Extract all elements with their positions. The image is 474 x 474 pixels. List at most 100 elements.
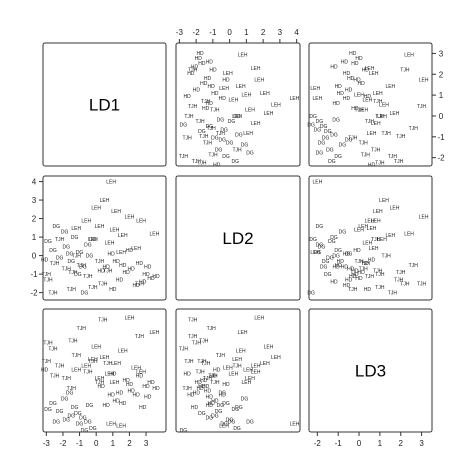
panel-frame-r2-c2 xyxy=(175,175,301,301)
tick-label-ld1-bottom-1: 1 xyxy=(111,439,116,448)
point-r1c2-57: TJH xyxy=(195,119,205,125)
point-r1c3-61: TJH xyxy=(400,68,410,74)
point-r2c3-59: TJH xyxy=(354,259,364,265)
point-r1c2-59: TJH xyxy=(210,107,220,113)
tick-label-ld1-bottom--2: -2 xyxy=(59,439,67,448)
point-r2c1-63: TJH xyxy=(67,287,77,293)
point-r3c2-65: TJH xyxy=(197,359,207,365)
point-r3c2-55: TJH xyxy=(203,376,213,382)
point-r1c2-62: TJH xyxy=(208,152,218,158)
point-r1c2-49: LEH xyxy=(243,131,253,137)
point-r2c1-11: HD xyxy=(103,265,111,271)
point-r1c2-56: TJH xyxy=(232,147,242,153)
tick-label-ld2-left--2: -2 xyxy=(30,289,38,298)
point-r2c3-46: LEH xyxy=(369,246,379,252)
point-r3c1-52: TJH xyxy=(68,338,78,344)
point-r1c3-16: HD xyxy=(368,162,376,168)
point-r1c3-31: DG xyxy=(316,151,324,157)
point-r1c3-64: TJH xyxy=(373,99,383,105)
point-r3c1-2: HD xyxy=(127,388,135,394)
point-r2c3-62: TJH xyxy=(361,261,371,267)
point-r1c2-21: DG xyxy=(215,147,223,153)
point-r2c1-46: LEH xyxy=(131,246,141,252)
panel-frame-r1-c1 xyxy=(42,42,167,167)
point-r2c1-48: LEH xyxy=(116,250,126,256)
point-r1c3-17: HD xyxy=(364,94,372,100)
point-r3c2-18: DG xyxy=(211,413,219,419)
point-r1c2-15: HD xyxy=(206,59,214,65)
point-r1c3-55: TJH xyxy=(359,141,369,147)
point-r2c3-38: LEH xyxy=(358,224,368,230)
point-r1c2-17: HD xyxy=(183,94,191,100)
point-r3c1-35: LEH xyxy=(100,355,110,361)
point-r3c2-1: HD xyxy=(195,380,203,386)
tick-label-ld3-bottom-3: 3 xyxy=(419,439,424,448)
point-r1c2-18: DG xyxy=(211,136,219,142)
point-r2c1-25: DG xyxy=(79,265,87,271)
point-r1c2-31: DG xyxy=(246,151,254,157)
point-r2c3-43: LEH xyxy=(419,215,429,221)
point-r2c1-10: HD xyxy=(122,270,130,276)
point-r2c3-23: DG xyxy=(330,235,338,241)
point-r3c1-23: DG xyxy=(71,405,79,411)
point-r3c2-0: HD xyxy=(198,384,206,390)
point-r1c3-14: HD xyxy=(351,106,359,112)
point-r2c3-13: HD xyxy=(345,278,353,284)
point-r2c1-18: DG xyxy=(68,259,76,265)
point-r1c3-60: TJH xyxy=(375,114,385,120)
point-r2c1-55: TJH xyxy=(62,267,72,273)
point-r1c3-10: HD xyxy=(358,81,366,87)
point-r1c3-35: LEH xyxy=(379,103,389,109)
point-r3c2-31: DG xyxy=(246,420,254,426)
panel-frame-r1-c2 xyxy=(175,42,301,167)
point-r1c2-35: LEH xyxy=(271,103,281,109)
point-r3c1-36: LEH xyxy=(111,361,121,367)
point-r2c1-16: HD xyxy=(41,257,49,263)
point-r3c1-63: TJH xyxy=(67,386,77,392)
point-r2c1-45: LEH xyxy=(110,228,120,234)
point-r3c2-23: DG xyxy=(235,405,243,411)
point-r1c3-54: TJH xyxy=(417,104,427,110)
point-r1c2-27: DG xyxy=(233,114,241,120)
point-r3c1-6: HD xyxy=(139,405,147,411)
point-r3c1-30: DG xyxy=(86,403,94,409)
point-r3c1-3: HD xyxy=(132,392,140,398)
tick-label-ld3-bottom--1: -1 xyxy=(335,439,343,448)
point-r3c2-56: TJH xyxy=(232,363,242,369)
point-r3c2-6: HD xyxy=(191,405,199,411)
point-r2c3-9: HD xyxy=(353,248,361,254)
point-r1c2-53: TJH xyxy=(207,126,217,132)
point-r3c1-39: LEH xyxy=(118,349,128,355)
diagonal-labels: LD1 LD2 LD3 xyxy=(89,96,386,381)
point-r2c3-4: HD xyxy=(335,263,343,269)
point-r3c1-8: HD xyxy=(108,392,116,398)
point-r3c2-44: LEH xyxy=(232,357,242,363)
point-r1c2-9: HD xyxy=(222,78,230,84)
panel-frame-r3-c1 xyxy=(42,308,167,433)
tick-label-ld3-right--1: -1 xyxy=(437,133,445,142)
point-r1c2-16: HD xyxy=(213,162,221,168)
point-r3c2-9: HD xyxy=(222,382,230,388)
point-r2c3-31: DG xyxy=(316,224,324,230)
tick-label-ld3-right-0: 0 xyxy=(439,112,444,121)
tick-label-ld3-right-1: 1 xyxy=(439,91,444,100)
point-r3c2-25: DG xyxy=(206,415,214,421)
point-r3c2-53: TJH xyxy=(207,326,217,332)
point-r1c2-45: LEH xyxy=(241,93,251,99)
point-r2c3-48: LEH xyxy=(310,250,320,256)
point-r1c3-59: TJH xyxy=(354,107,364,113)
panel-frame-r3-c3 xyxy=(308,308,433,433)
point-r2c3-21: DG xyxy=(326,255,334,261)
point-r3c2-49: LEH xyxy=(243,367,253,373)
point-r3c1-11: HD xyxy=(103,403,111,409)
point-r2c1-14: HD xyxy=(98,268,106,274)
point-r1c2-6: HD xyxy=(191,64,199,70)
point-r3c1-20: DG xyxy=(76,422,84,428)
point-r3c1-55: TJH xyxy=(62,376,72,382)
point-r3c1-59: TJH xyxy=(95,380,105,386)
point-r1c2-33: DG xyxy=(180,122,188,128)
point-r2c3-57: TJH xyxy=(365,274,375,280)
point-r1c3-48: LEH xyxy=(310,86,320,92)
point-r3c1-51: TJH xyxy=(48,347,58,353)
point-r3c2-16: HD xyxy=(213,367,221,373)
